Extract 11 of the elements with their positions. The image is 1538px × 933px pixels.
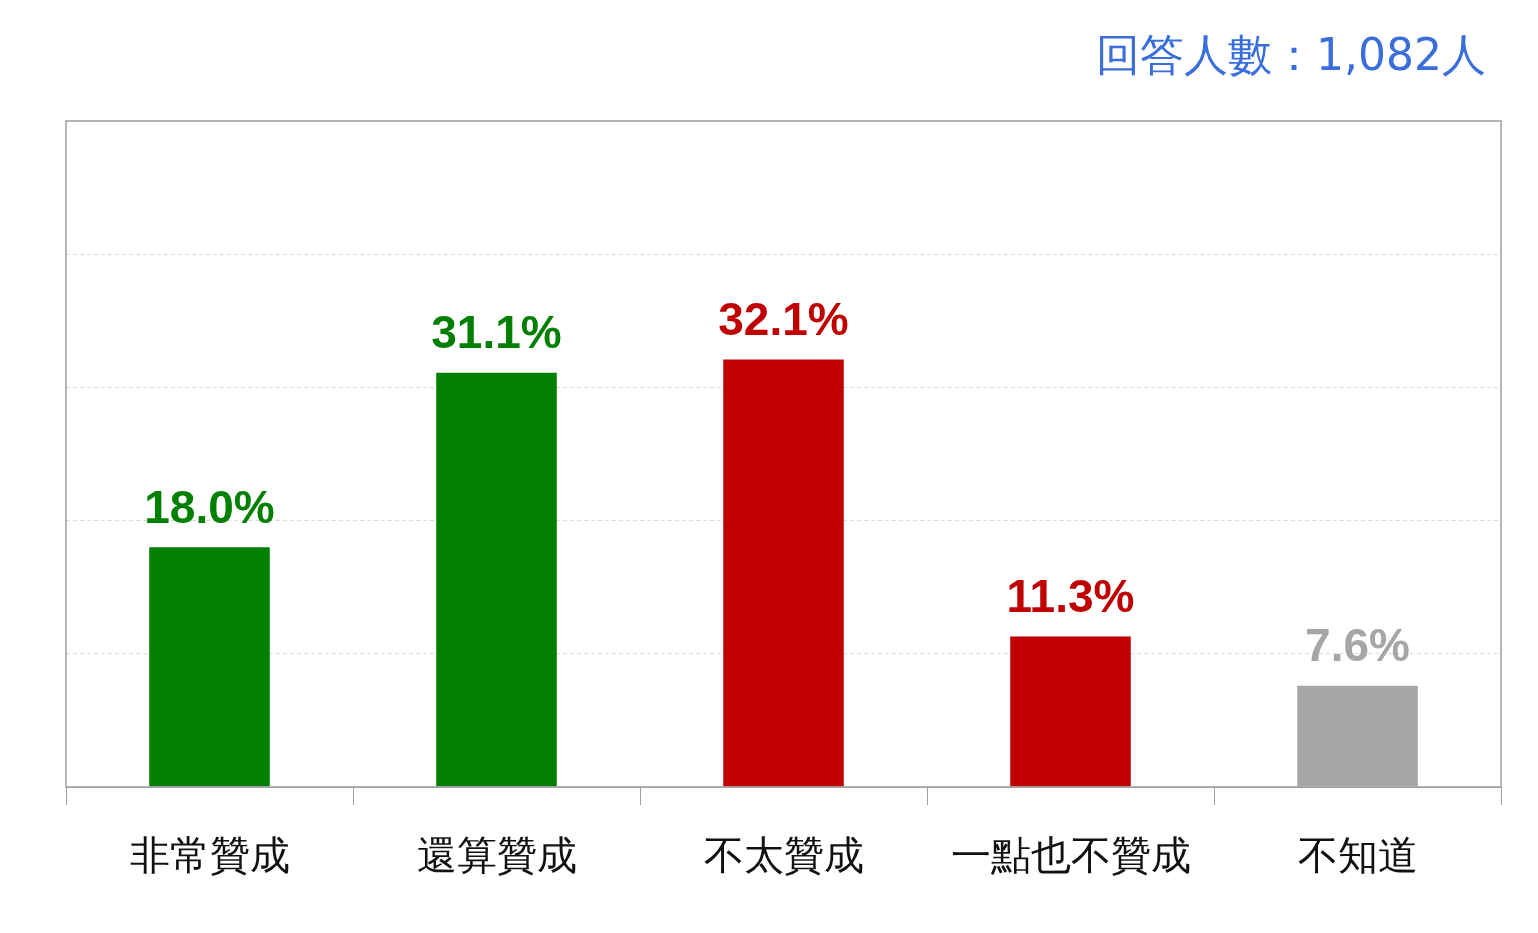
x-tick-label: 一點也不贊成 (950, 832, 1191, 879)
data-label: 11.3% (1006, 570, 1135, 623)
data-label: 18.0% (144, 480, 275, 533)
x-tick-label: 不知道 (1297, 832, 1418, 879)
x-tick-label: 非常贊成 (129, 832, 290, 879)
data-label: 32.1% (718, 293, 849, 346)
x-tick-label: 還算贊成 (416, 832, 577, 879)
x-tick-label: 不太贊成 (703, 832, 864, 879)
data-label: 7.6% (1305, 619, 1410, 672)
data-label: 31.1% (431, 306, 562, 359)
text: 回答人數：1,082人 (1096, 28, 1486, 82)
